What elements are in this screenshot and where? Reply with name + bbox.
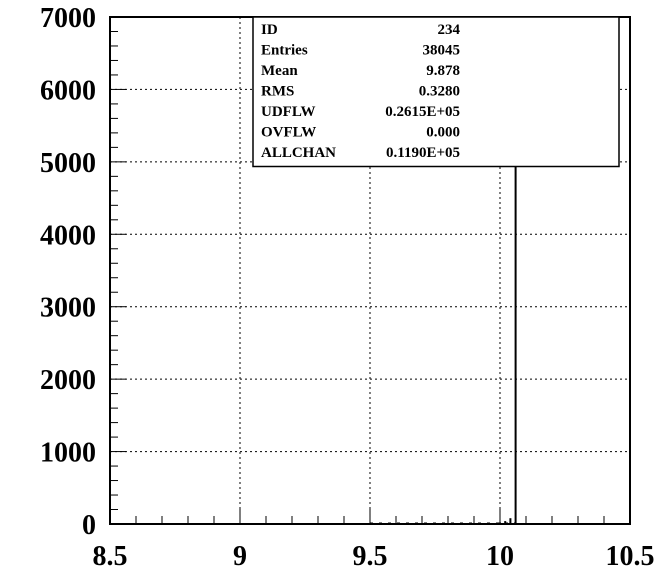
stats-label: ID [261,22,278,38]
stats-box: ID 234 Entries 38045 Mean 9.878 RMS 0.3280 UDFLW… [252,16,620,168]
stats-value: 234 [438,22,461,38]
stats-label: UDFLW [261,104,315,120]
stats-value: 0.000 [426,125,460,141]
y-tick-label: 2000 [40,365,96,396]
x-tick-label: 9.5 [353,541,388,571]
y-tick-label: 7000 [40,3,96,34]
x-tick-label: 10.5 [606,541,655,571]
y-tick-label: 1000 [40,438,96,469]
x-tick-label: 10 [486,541,514,571]
stats-value: 0.1190E+05 [386,145,460,161]
stats-value: 0.3280 [419,84,460,100]
stats-value: 38045 [423,43,461,59]
x-tick-label: 9 [233,541,247,571]
x-tick-label: 8.5 [93,541,128,571]
stats-box-frame [252,16,620,168]
stats-label: RMS [261,84,294,100]
y-tick-label: 4000 [40,220,96,251]
stats-label: ALLCHAN [261,145,336,161]
y-tick-label: 3000 [40,293,96,324]
y-tick-label: 5000 [40,148,96,179]
stats-value: 0.2615E+05 [385,104,460,120]
stats-label: Entries [261,43,308,59]
stats-value: 9.878 [426,63,460,79]
y-tick-label: 0 [82,510,96,541]
axes: 8.5 9 9.5 10 10.5 0 1000 2000 3000 4000 5000 6000 70… [40,3,655,571]
y-tick-label: 6000 [40,75,96,106]
stats-label: Mean [261,63,298,79]
stats-label: OVFLW [261,125,316,141]
